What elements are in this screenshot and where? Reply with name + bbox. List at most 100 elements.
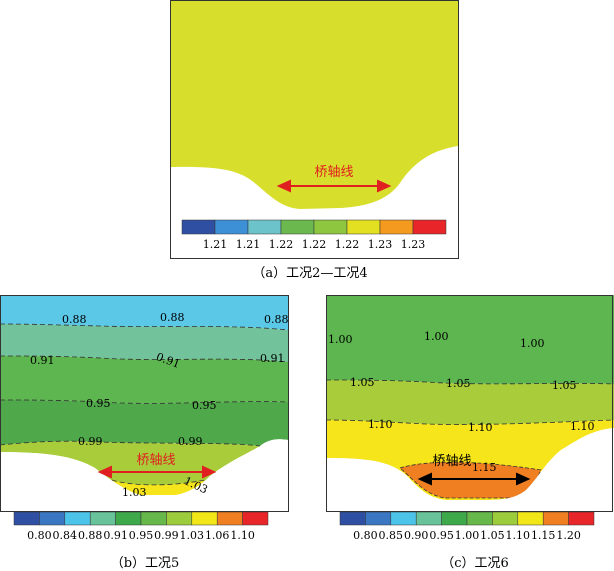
contour-labels-c: 1.00 1.00 1.00 1.05 1.05 1.05 1.10 1.10 … — [328, 330, 595, 474]
legend-tick-label: 0.95 — [129, 529, 154, 542]
legend-swatch — [115, 511, 142, 526]
zone-c-blank — [326, 428, 614, 512]
bridge-axis-label: 桥轴线 — [136, 453, 175, 468]
contour-label: 0.95 — [192, 399, 217, 412]
legend-tick-label: 0.80 — [353, 529, 378, 542]
contour-labels-b: 0.88 0.88 0.88 0.91 0.91 0.91 0.95 0.95 … — [30, 311, 289, 499]
bridge-axis-label: 桥轴线 — [314, 165, 353, 180]
contour-label: 0.88 — [160, 311, 185, 324]
contour-label: 0.91 — [260, 352, 285, 365]
zone-a-main — [171, 0, 458, 209]
legend-swatch — [242, 511, 269, 526]
contour-label: 0.99 — [178, 435, 203, 448]
legend-swatch — [247, 219, 282, 235]
zone-c-1 — [326, 295, 614, 384]
legend-swatch — [441, 511, 468, 526]
legend-tick-label: 0.95 — [429, 529, 454, 542]
caption-c: （c）工况6 — [441, 556, 509, 571]
legend-swatch — [412, 219, 447, 235]
legend-tick-label: 1.03 — [180, 529, 205, 542]
legend-tick-label: 0.99 — [154, 529, 179, 542]
legend-tick-label: 0.84 — [53, 529, 78, 542]
legend-swatch — [466, 511, 493, 526]
zone-b-4 — [0, 400, 288, 446]
contour-label: 1.10 — [468, 421, 493, 434]
contour-label: 1.10 — [570, 420, 595, 433]
legend-swatch — [64, 511, 91, 526]
legend-swatch — [313, 219, 348, 235]
zone-b-2 — [0, 324, 288, 362]
legend-swatch — [492, 511, 519, 526]
legend-tick-label: 1.21 — [203, 238, 228, 251]
zone-c-3 — [326, 420, 614, 500]
panel-c-contour-map: 1.00 1.00 1.00 1.05 1.05 1.05 1.10 1.10 … — [326, 295, 614, 542]
zone-c-2 — [326, 380, 614, 425]
legend-swatch — [568, 511, 595, 526]
legend-swatch — [89, 511, 116, 526]
bridge-axis-arrow — [417, 472, 531, 486]
legend-tick-label: 0.90 — [404, 529, 429, 542]
panel-a-contour-map: 桥轴线 1.21 1.21 1.22 1.22 1.22 1.23 1.23 — [170, 0, 459, 259]
contour-label: 1.00 — [424, 330, 449, 343]
caption-a: （a）工况2—工况4 — [252, 266, 368, 281]
legend-tick-label: 0.80 — [27, 529, 52, 542]
legend-swatch — [542, 511, 569, 526]
legend-swatch — [346, 219, 381, 235]
legend-swatch — [166, 511, 193, 526]
zone-b-1 — [0, 295, 288, 330]
contour-label: 1.10 — [368, 418, 393, 431]
legend-tick-label: 1.00 — [455, 529, 480, 542]
legend-tick-label: 1.10 — [230, 529, 255, 542]
legend-swatch — [39, 511, 66, 526]
bridge-axis-arrow — [97, 465, 217, 479]
panel-b-contour-map: 0.88 0.88 0.88 0.91 0.91 0.91 0.95 0.95 … — [0, 295, 289, 542]
legend-swatch — [214, 219, 249, 235]
contour-label: 1.05 — [446, 377, 471, 390]
contour-label: 1.05 — [350, 376, 375, 389]
legend-swatch — [390, 511, 417, 526]
contour-label: 1.00 — [328, 333, 353, 346]
legend-swatch — [517, 511, 544, 526]
contour-label: 1.15 — [472, 461, 497, 474]
contour-label: 0.91 — [30, 354, 55, 367]
legend-tick-label: 1.22 — [269, 238, 294, 251]
zone-b-blank — [0, 439, 288, 512]
legend-swatch — [181, 219, 216, 235]
legend-b: 0.80 0.84 0.88 0.91 0.95 0.99 1.03 1.06 1.10 — [13, 511, 269, 542]
legend-swatch — [13, 511, 40, 526]
legend-swatch — [191, 511, 218, 526]
legend-tick-label: 0.88 — [78, 529, 103, 542]
contour-label: 1.00 — [520, 337, 545, 350]
legend-swatch — [339, 511, 366, 526]
zone-b-6 — [112, 480, 205, 495]
legend-tick-label: 1.05 — [480, 529, 505, 542]
legend-tick-label: 1.22 — [302, 238, 327, 251]
legend-tick-label: 1.21 — [236, 238, 261, 251]
legend-swatch — [216, 511, 243, 526]
bridge-axis-label: 桥轴线 — [432, 454, 471, 469]
contour-label: 1.03 — [122, 486, 147, 499]
legend-tick-label: 1.23 — [368, 238, 393, 251]
contour-label: 0.88 — [62, 313, 87, 326]
legend-tick-label: 0.85 — [379, 529, 404, 542]
zone-b-3 — [0, 356, 288, 404]
legend-tick-label: 1.15 — [531, 529, 556, 542]
legend-tick-label: 1.10 — [506, 529, 531, 542]
legend-tick-label: 1.20 — [556, 529, 581, 542]
legend-swatch — [379, 219, 414, 235]
legend-tick-label: 1.06 — [205, 529, 230, 542]
contour-label: 0.95 — [86, 397, 111, 410]
legend-tick-label: 0.91 — [103, 529, 128, 542]
zone-c-4 — [399, 461, 542, 499]
legend-swatch — [280, 219, 315, 235]
contour-lines-c — [326, 379, 614, 425]
bridge-axis-arrow — [276, 179, 392, 193]
legend-tick-label: 1.23 — [401, 238, 426, 251]
legend-swatch — [365, 511, 392, 526]
legend-swatch — [140, 511, 167, 526]
legend-tick-label: 1.22 — [335, 238, 360, 251]
caption-b: （b）工况5 — [110, 556, 180, 571]
contour-label: 0.88 — [264, 313, 289, 326]
legend-c: 0.80 0.85 0.90 0.95 1.00 1.05 1.10 1.15 1.20 — [339, 511, 595, 542]
contour-label: 0.99 — [78, 435, 103, 448]
